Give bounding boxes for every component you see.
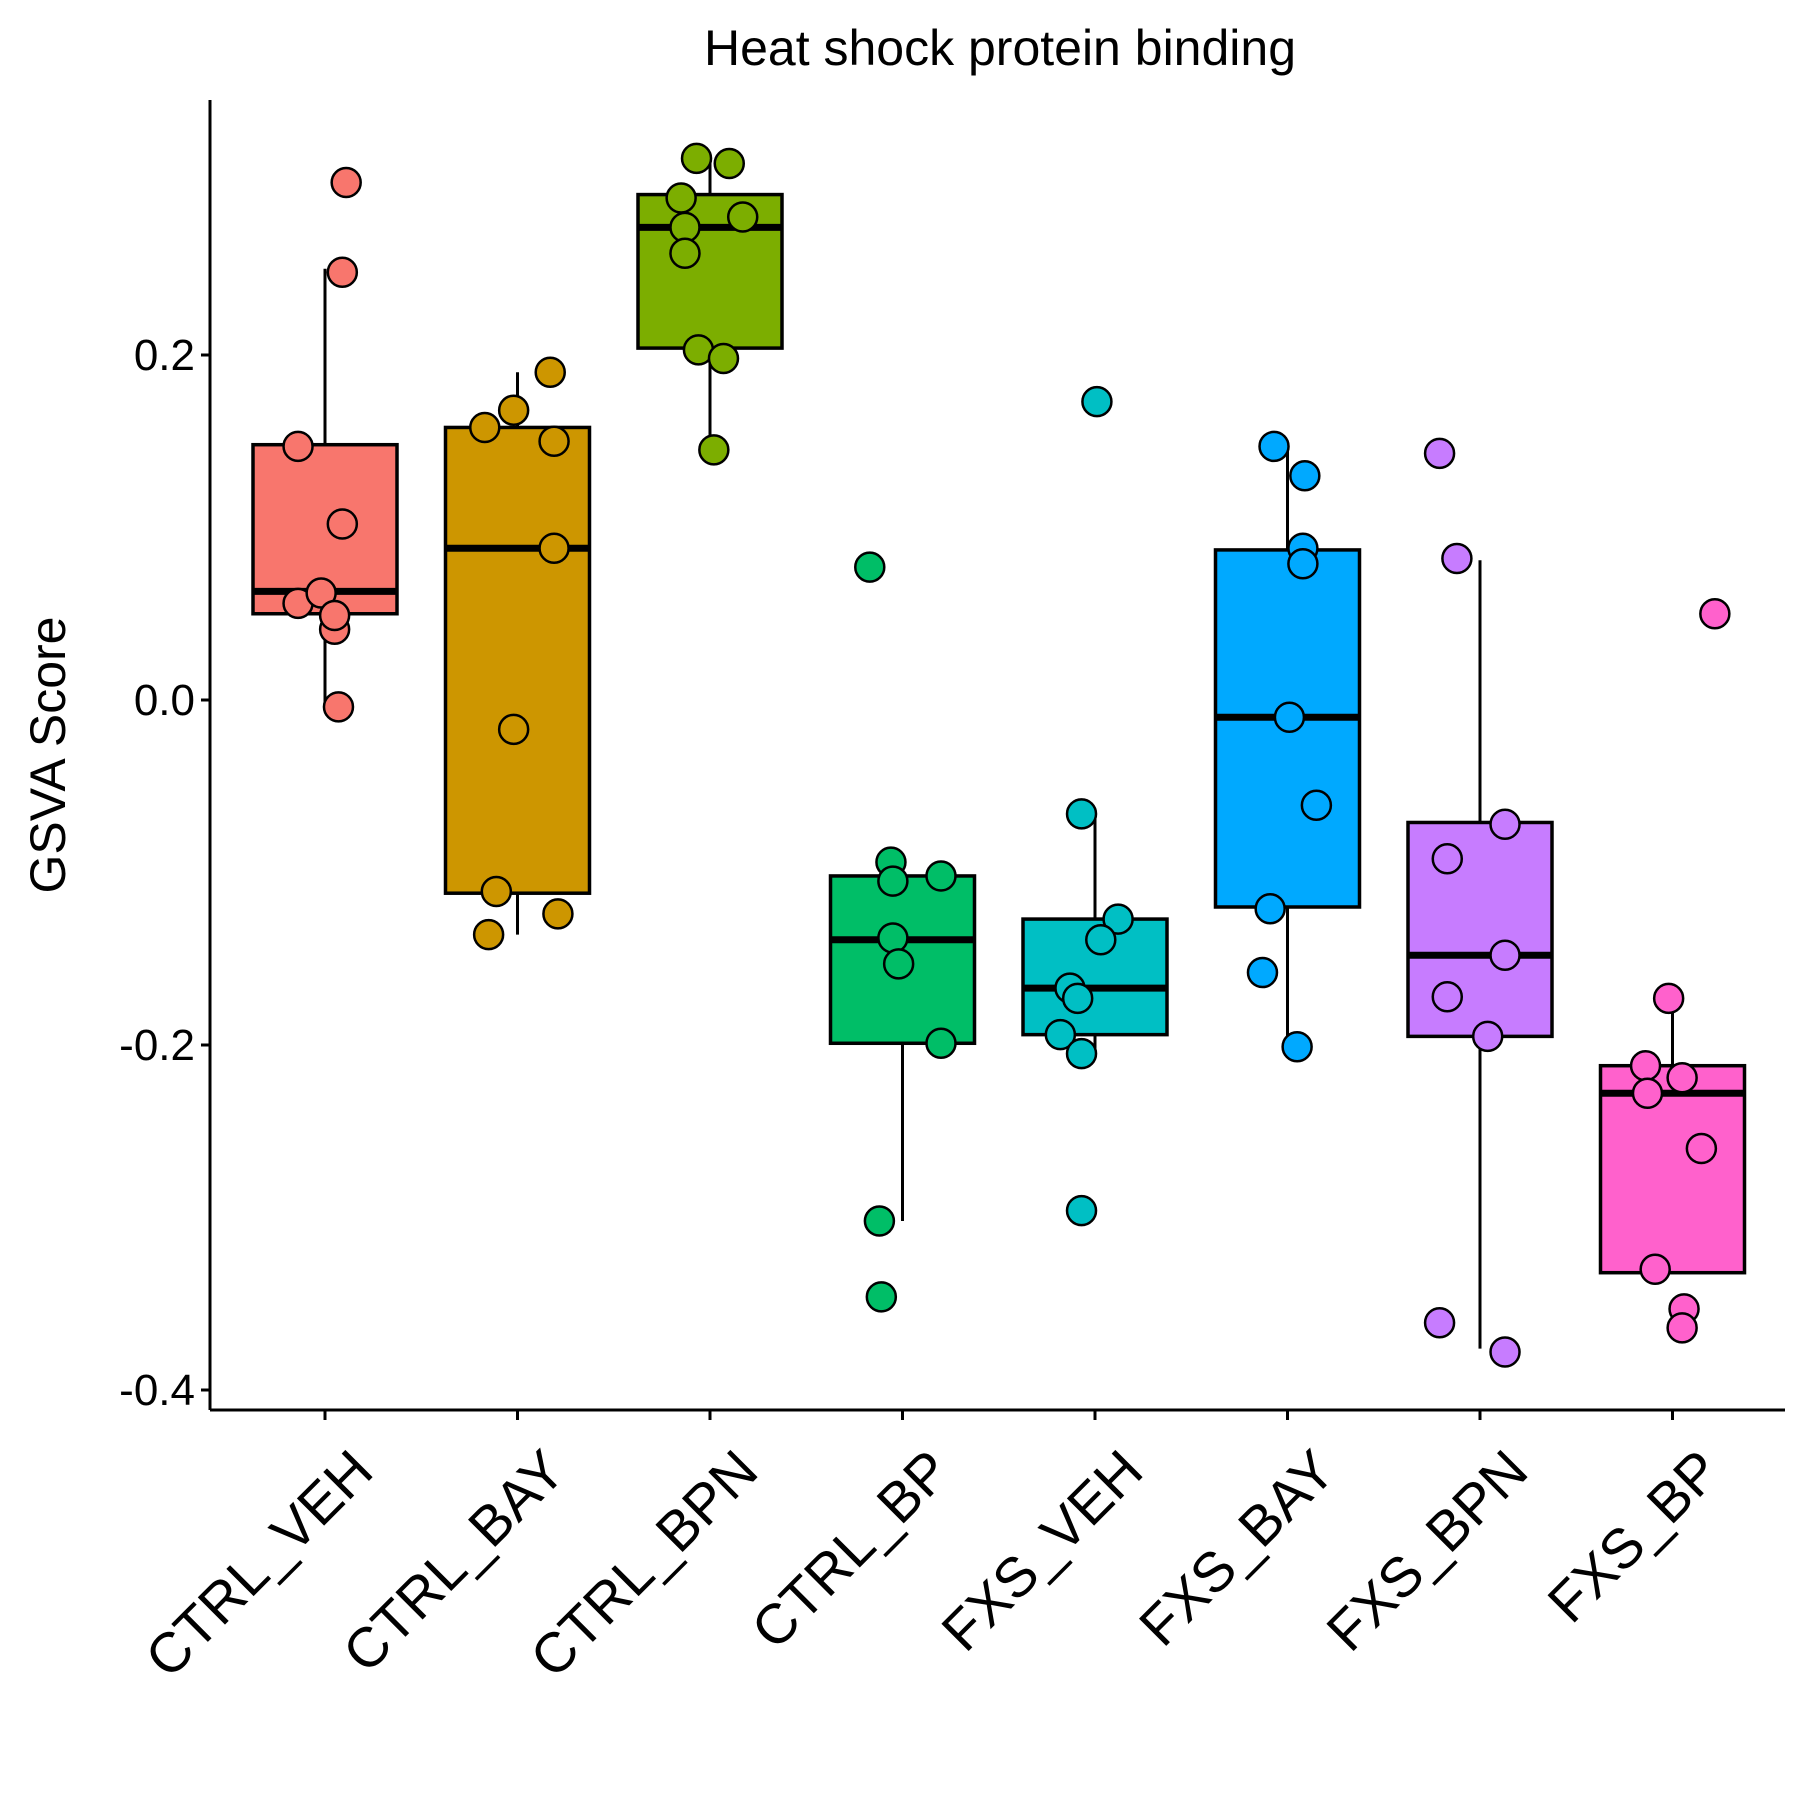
data-point bbox=[542, 898, 574, 930]
box-group-FXS_BPN bbox=[1406, 560, 1554, 1349]
x-tick-label: CTRL_BP bbox=[739, 1438, 962, 1661]
data-point bbox=[1300, 789, 1333, 821]
box-group-CTRL_BPN bbox=[636, 158, 784, 450]
data-point bbox=[680, 142, 713, 175]
y-tick-label: 0.0 bbox=[134, 676, 195, 725]
data-point bbox=[1666, 1062, 1698, 1094]
box-group-FXS_BP bbox=[1598, 998, 1747, 1275]
data-point bbox=[1431, 980, 1464, 1013]
box bbox=[443, 425, 592, 895]
data-point bbox=[322, 691, 355, 723]
data-point bbox=[1423, 1306, 1456, 1339]
data-point bbox=[1489, 1336, 1521, 1368]
data-point bbox=[1431, 842, 1464, 875]
data-point bbox=[925, 1027, 957, 1060]
x-tick-label: FXS_BAY bbox=[1127, 1438, 1347, 1658]
y-tick-label: -0.2 bbox=[119, 1021, 195, 1070]
data-point bbox=[1065, 1037, 1098, 1070]
x-tick-label: FXS_BP bbox=[1535, 1438, 1731, 1634]
data-point bbox=[1685, 1132, 1718, 1165]
y-tick-label: 0.2 bbox=[134, 331, 195, 380]
data-point bbox=[713, 147, 745, 180]
data-point bbox=[472, 918, 505, 951]
data-point bbox=[330, 166, 362, 199]
data-point bbox=[469, 411, 501, 444]
x-tick-label: FXS_BPN bbox=[1314, 1438, 1539, 1663]
data-point bbox=[1281, 1030, 1313, 1063]
data-point bbox=[1629, 1049, 1662, 1082]
data-point bbox=[1639, 1253, 1671, 1285]
data-point bbox=[925, 860, 957, 892]
data-point bbox=[1254, 892, 1286, 925]
data-point bbox=[726, 201, 759, 233]
data-point bbox=[326, 256, 359, 288]
data-point bbox=[1631, 1077, 1664, 1110]
data-point bbox=[538, 532, 570, 564]
data-point bbox=[854, 551, 886, 583]
data-point bbox=[326, 508, 359, 540]
data-point bbox=[1065, 1194, 1098, 1227]
data-point bbox=[1423, 437, 1456, 470]
data-point bbox=[534, 356, 566, 388]
data-point bbox=[1652, 982, 1685, 1015]
box-group-FXS_VEH bbox=[1021, 813, 1169, 1054]
data-point bbox=[877, 865, 909, 897]
data-point bbox=[1065, 798, 1098, 830]
data-point bbox=[538, 425, 570, 457]
chart-title: Heat shock protein binding bbox=[704, 20, 1296, 76]
box bbox=[636, 192, 784, 350]
data-point bbox=[669, 237, 701, 269]
data-point bbox=[1102, 903, 1134, 935]
y-axis-label: GSVA Score bbox=[20, 617, 76, 894]
data-point bbox=[865, 1281, 898, 1313]
data-point bbox=[497, 713, 530, 746]
data-point bbox=[1044, 1018, 1077, 1051]
data-point bbox=[1258, 430, 1290, 463]
x-tick-label: FXS_VEH bbox=[929, 1438, 1154, 1663]
box bbox=[1406, 820, 1554, 1039]
data-point bbox=[1471, 1020, 1504, 1053]
data-point bbox=[1666, 1312, 1698, 1344]
data-point bbox=[1489, 939, 1521, 972]
data-point bbox=[1287, 547, 1319, 580]
data-point bbox=[1441, 542, 1473, 575]
box-group-FXS_BAY bbox=[1213, 446, 1362, 1047]
data-point bbox=[1085, 924, 1117, 956]
box bbox=[1598, 1063, 1747, 1275]
data-point bbox=[882, 948, 915, 980]
data-point bbox=[497, 394, 530, 426]
data-point bbox=[863, 1205, 896, 1237]
data-point bbox=[1489, 808, 1521, 840]
data-point bbox=[318, 599, 351, 632]
data-point bbox=[1699, 598, 1731, 630]
data-point bbox=[707, 342, 740, 375]
plot-area: -0.4-0.20.00.2CTRL_VEHCTRL_BAYCTRL_BPNCT… bbox=[119, 100, 1785, 1689]
data-point bbox=[480, 875, 513, 908]
data-point bbox=[1273, 701, 1306, 733]
data-point bbox=[665, 182, 697, 214]
data-point bbox=[1246, 956, 1279, 989]
data-point bbox=[1081, 385, 1113, 418]
box-group-CTRL_BAY bbox=[443, 372, 592, 935]
data-point bbox=[698, 434, 730, 466]
data-point bbox=[282, 430, 314, 463]
y-tick-label: -0.4 bbox=[119, 1366, 195, 1415]
data-point bbox=[1289, 460, 1321, 492]
data-point bbox=[877, 922, 909, 954]
data-point bbox=[1061, 982, 1094, 1015]
